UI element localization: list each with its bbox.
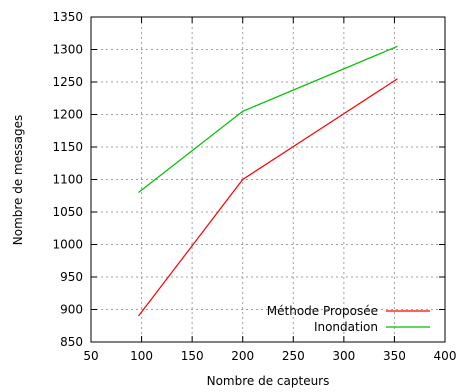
y-tick-label: 1100: [52, 173, 83, 187]
x-tick-label: 100: [130, 349, 153, 363]
x-tick-label: 400: [434, 349, 457, 363]
y-tick-label: 1250: [52, 75, 83, 89]
y-tick-label: 1000: [52, 238, 83, 252]
x-tick-label: 250: [282, 349, 305, 363]
legend-label: Inondation: [314, 320, 378, 334]
y-tick-label: 900: [60, 303, 83, 317]
series-line: [138, 78, 398, 317]
y-axis-label: Nombre de messages: [11, 115, 25, 246]
x-tick-label: 200: [231, 349, 254, 363]
x-tick-label: 300: [332, 349, 355, 363]
y-tick-label: 1050: [52, 205, 83, 219]
axis-ticks: 50 100 150 200 250 300 350 400 850 900 950 1000 1050…: [52, 10, 456, 363]
legend: Méthode Proposée Inondation: [267, 304, 430, 334]
y-tick-label: 950: [60, 270, 83, 284]
series-lines: [138, 45, 398, 317]
legend-label: Méthode Proposée: [267, 304, 378, 318]
x-tick-label: 50: [83, 349, 98, 363]
x-tick-label: 150: [181, 349, 204, 363]
y-tick-label: 850: [60, 335, 83, 349]
y-tick-label: 1350: [52, 10, 83, 24]
x-tick-label: 350: [383, 349, 406, 363]
x-axis-label: Nombre de capteurs: [207, 374, 330, 388]
y-tick-label: 1300: [52, 43, 83, 57]
grid: [91, 17, 445, 342]
series-line: [138, 45, 398, 193]
y-tick-label: 1200: [52, 108, 83, 122]
y-tick-label: 1150: [52, 140, 83, 154]
